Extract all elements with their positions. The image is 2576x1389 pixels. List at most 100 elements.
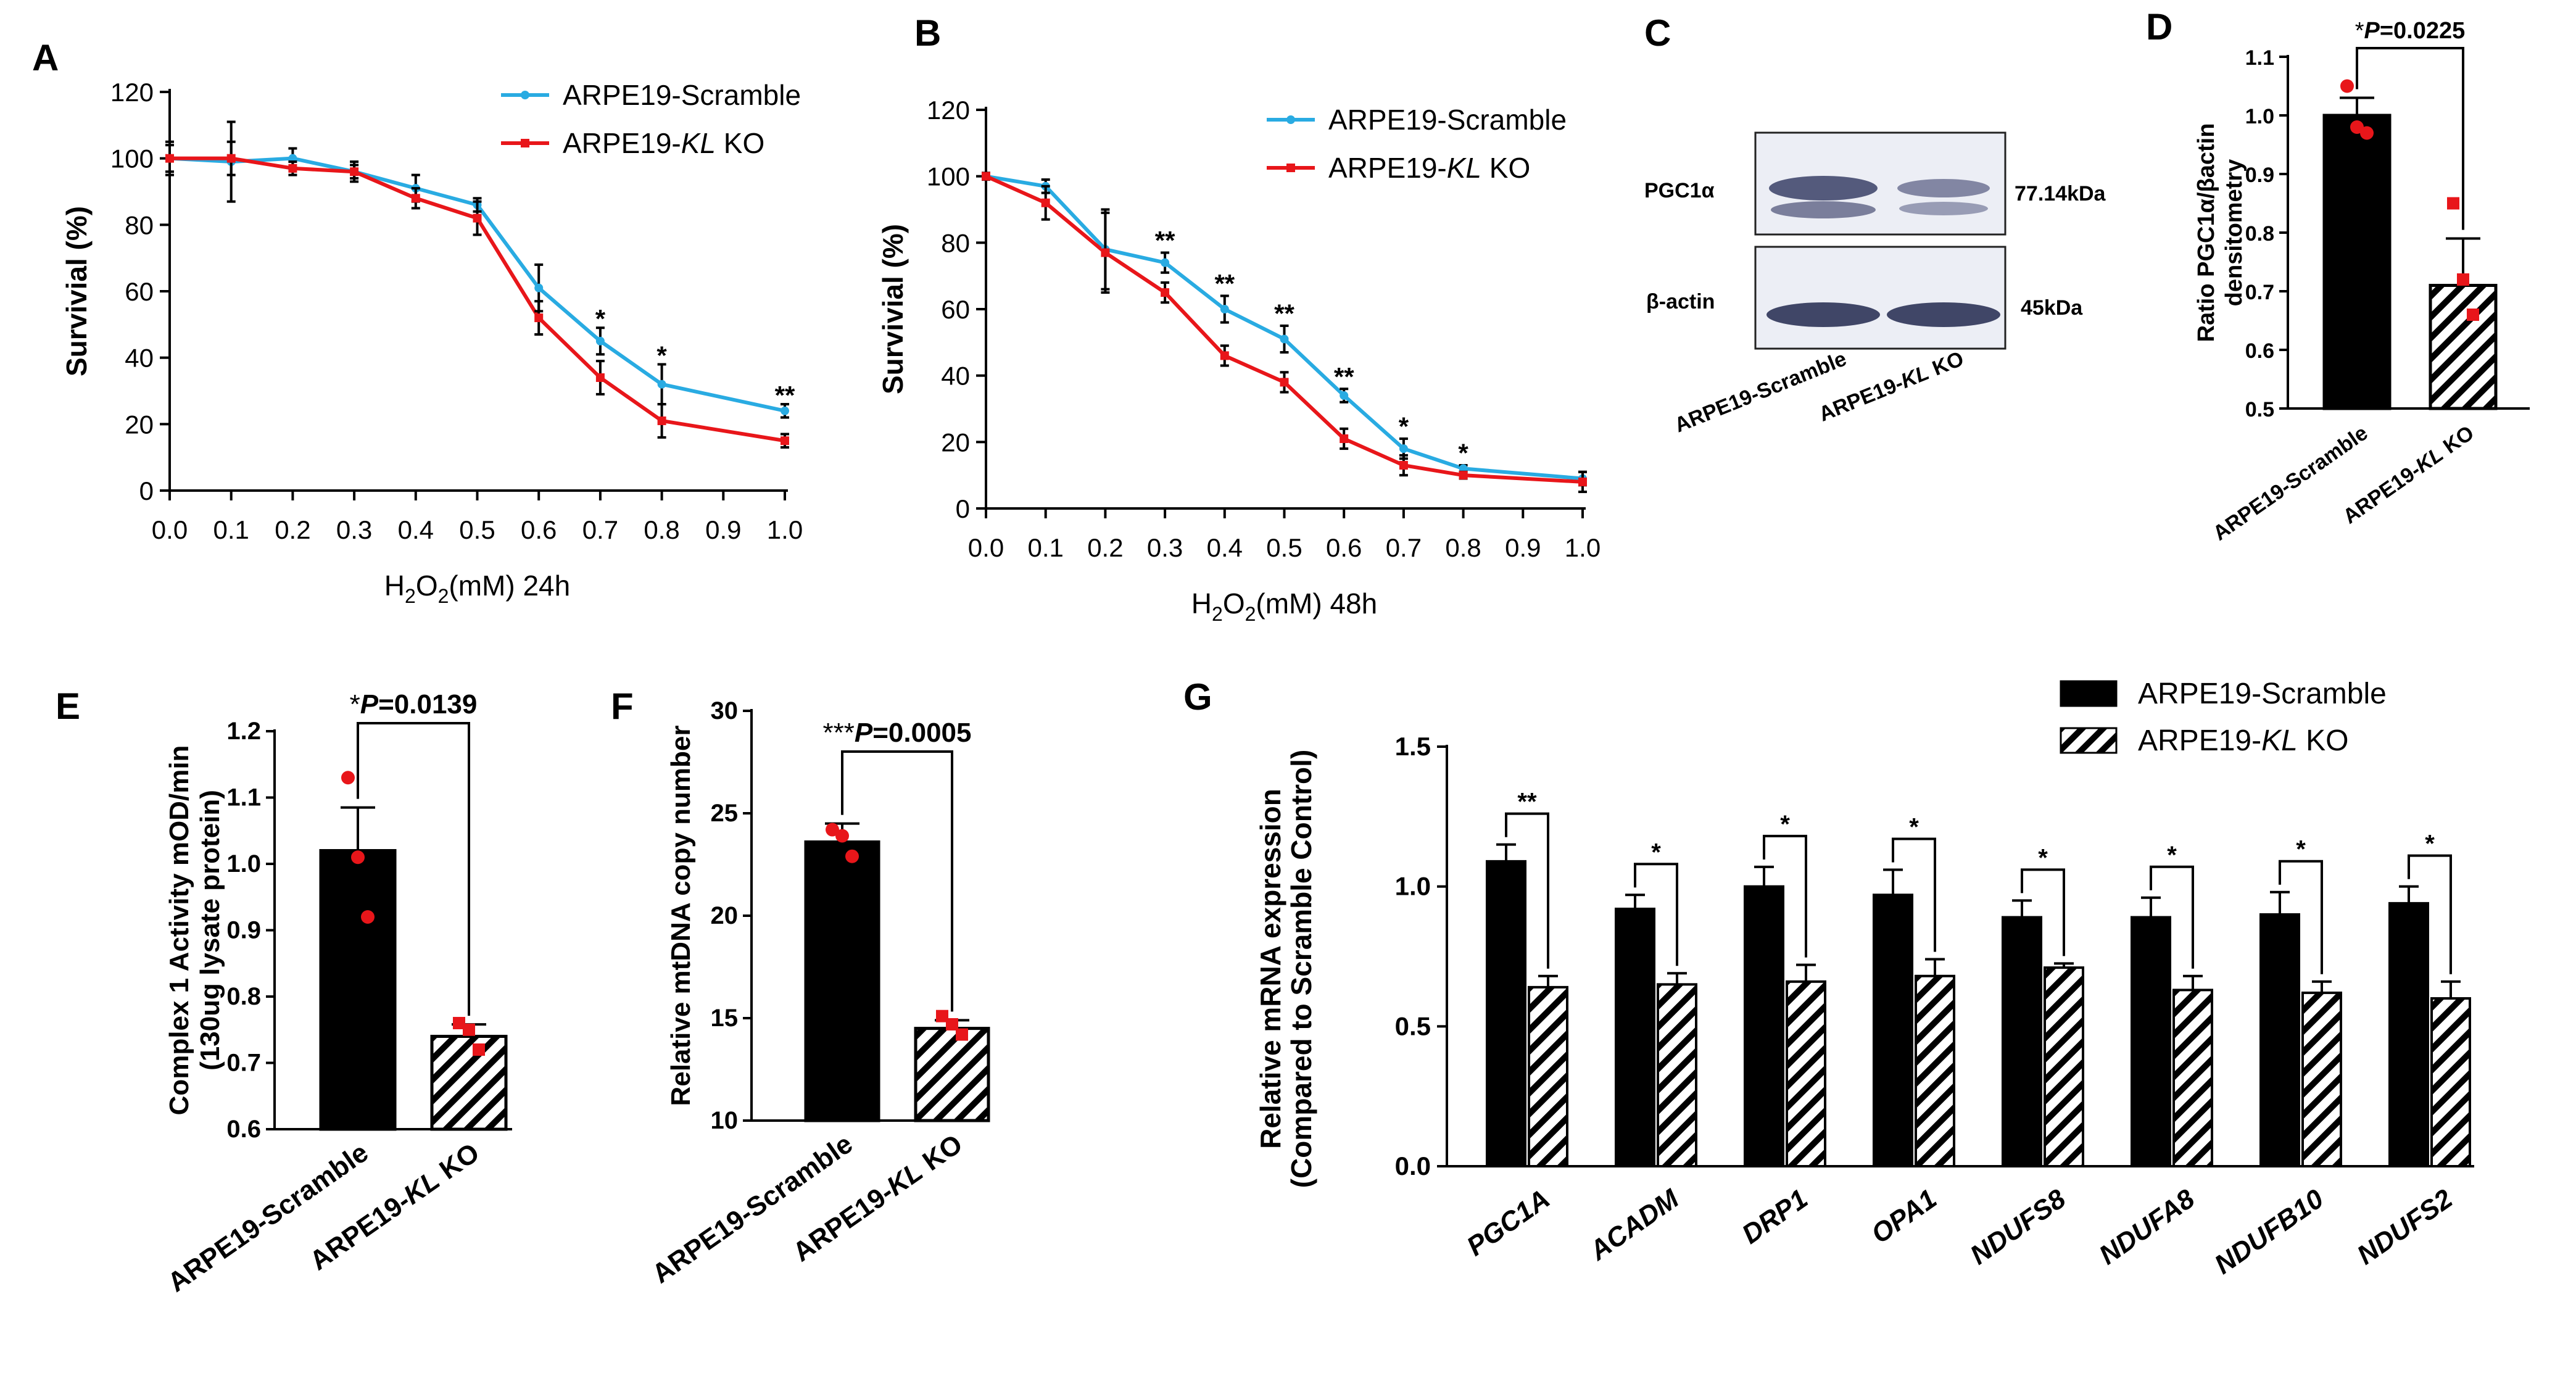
chart-a: 0 20 40 60 80 100 120 0.0 0.1 0.2 0.3 0.4 0.5 0.6 0.7 0… [60, 78, 803, 607]
chart-b-series-1-point [1161, 288, 1170, 297]
chart-a-series-1-point [165, 154, 174, 163]
chart-g: 0.0 0.5 1.0 1.5 Relative mRNA expression(Com… [1254, 678, 2474, 1280]
chart-g-significance: * [2425, 831, 2435, 858]
chart-a-series-0-point [657, 379, 666, 389]
chart-f-y-label-1: Relative mtDNA copy number [666, 726, 696, 1106]
chart-g-category-label: PGC1A [1461, 1184, 1555, 1262]
panel-letter-a: A [32, 37, 59, 78]
chart-b-series-0-point [1340, 391, 1349, 400]
chart-b-significance: * [1399, 412, 1409, 441]
chart-a-series-1-point [534, 313, 544, 323]
chart-b-y-tick-label: 20 [941, 428, 970, 457]
chart-f-y-tick-label: 20 [711, 902, 739, 929]
chart-a-significance: * [595, 304, 606, 333]
chart-b-series-1-point [1399, 461, 1408, 470]
chart-b-series-1-point [982, 172, 990, 181]
western-blot: PGC1α 77.14kDa β-actin 45kDa ARPE19-Scra… [1644, 131, 2106, 437]
chart-a-y-tick-label: 0 [139, 476, 154, 505]
blot-box-actin [1754, 246, 2007, 350]
chart-b-series-0-line [985, 174, 1583, 481]
chart-g-y-tick-label: 0.0 [1395, 1151, 1431, 1180]
panel-letter-e: E [56, 686, 80, 727]
chart-d-dot-0 [2340, 79, 2354, 93]
chart-e-y-tick-label: 0.7 [226, 1050, 261, 1077]
chart-g-bar-opa1-0 [1873, 894, 1913, 1168]
chart-b-series-1-point [1041, 198, 1050, 207]
blot-band-actin-lane1 [1766, 302, 1880, 327]
chart-b-series-1-point [1459, 471, 1468, 480]
chart-e-y-tick-label: 0.9 [226, 917, 261, 944]
chart-f-y-tick-label: 15 [711, 1005, 739, 1032]
chart-e-y-tick-label: 1.1 [226, 784, 261, 811]
chart-g-significance-bracket [1634, 863, 1678, 966]
chart-d-y-label-2: densitometry [2221, 159, 2247, 307]
chart-d-y-tick-label: 0.5 [2245, 398, 2274, 421]
chart-a-x-label: H2O2(mM) 24h [384, 570, 570, 607]
chart-b-x-tick-label: 0.8 [1445, 533, 1481, 562]
chart-b-series-0-point [1220, 305, 1229, 313]
chart-b-series-1-point [1340, 434, 1349, 443]
chart-a-x-tick-label: 0.4 [398, 515, 434, 544]
chart-e-bar-0 [319, 849, 397, 1131]
chart-a-x-tick-label: 0.8 [644, 515, 679, 544]
blot-band-pgc1a-lane1-lower [1771, 201, 1876, 218]
chart-a-series-1-line [170, 156, 785, 443]
chart-a-series-0-line [169, 156, 785, 413]
chart-g-significance-bracket [2408, 854, 2452, 974]
chart-f-dot-0 [826, 823, 839, 837]
chart-g-significance: * [1651, 839, 1661, 866]
chart-b-x-tick-label: 0.2 [1087, 533, 1123, 562]
chart-b-legend-label-1: ARPE19-KL KO [1328, 152, 1530, 184]
chart-b-series-0-point [1399, 444, 1408, 454]
chart-e-y-tick-label: 0.6 [226, 1116, 261, 1143]
chart-g-bar-drp1-1 [1786, 980, 1826, 1168]
chart-g-significance: * [1780, 811, 1790, 838]
chart-d-p-value: *P=0.0225 [2355, 18, 2466, 44]
chart-b-series-1-point [1578, 477, 1587, 486]
chart-g-bar-ndufb10-1 [2301, 991, 2342, 1168]
chart-g-category-label: NDUFB10 [2209, 1184, 2329, 1280]
chart-d-y-label-1: Ratio PGC1α/βactin [2193, 123, 2219, 342]
chart-a-y-tick-label: 60 [125, 277, 154, 306]
chart-f-significance-bracket [841, 750, 953, 1012]
chart-g-bar-ndufs8-0 [2002, 916, 2042, 1167]
chart-g-category-label: ACADM [1584, 1183, 1685, 1266]
chart-g-bar-ndufs2-0 [2388, 902, 2429, 1168]
chart-e-category-label-0: ARPE19-Scramble [162, 1137, 374, 1298]
chart-b-y-tick-label: 120 [927, 96, 970, 125]
chart-f-dot-1 [936, 1010, 948, 1022]
chart-g-y-tick-label: 0.5 [1395, 1011, 1431, 1040]
chart-a-series-1-point [350, 167, 359, 176]
chart-b-significance: ** [1155, 226, 1175, 255]
chart-g-significance: * [2296, 836, 2306, 863]
chart-a-legend-marker-0 [521, 91, 529, 99]
chart-b-series-0-point [1280, 334, 1289, 344]
blot-band-pgc1a-lane2-lower [1899, 202, 1988, 215]
chart-b-x-tick-label: 0.4 [1207, 533, 1243, 562]
chart-b-y-tick-label: 60 [941, 295, 970, 324]
chart-e-dot-1 [463, 1023, 475, 1036]
chart-e-significance-bracket [357, 722, 470, 1016]
chart-e-y-label-1: Complex 1 Activity mOD/min [164, 745, 194, 1116]
chart-b-series-1-point [1280, 378, 1289, 387]
chart-b-x-tick-label: 0.5 [1266, 533, 1302, 562]
blot-row1-size: 77.14kDa [2015, 182, 2106, 205]
chart-b-y-tick-label: 100 [927, 162, 970, 191]
chart-a-x-tick-label: 0.3 [336, 515, 372, 544]
chart-b-x-tick-label: 0.3 [1147, 533, 1183, 562]
chart-a-series-0-point [534, 283, 544, 292]
panel-letter-g: G [1183, 676, 1212, 718]
chart-b: 0 20 40 60 80 100 120 0.0 0.1 0.2 0.3 0.4 0.5 0.6 0.7 0… [877, 96, 1601, 625]
chart-b-series-1-line [985, 174, 1583, 484]
chart-g-bar-ndufa8-0 [2131, 916, 2171, 1167]
chart-b-legend-marker-1 [1286, 164, 1295, 172]
chart-d-category-label-0: ARPE19-Scramble [2209, 421, 2372, 545]
chart-g-significance-bracket [1763, 834, 1807, 958]
chart-a-series-0-point [595, 336, 605, 346]
chart-d: 0.5 0.6 0.7 0.8 0.9 1.0 1.1 Ratio PGC1α/βactin d… [2193, 18, 2530, 545]
chart-a-y-label: Survivial (%) [60, 206, 93, 376]
blot-row1-label: PGC1α [1644, 179, 1715, 202]
chart-b-y-tick-label: 40 [941, 362, 970, 391]
chart-g-legend-label-0: ARPE19-Scramble [2138, 678, 2387, 710]
